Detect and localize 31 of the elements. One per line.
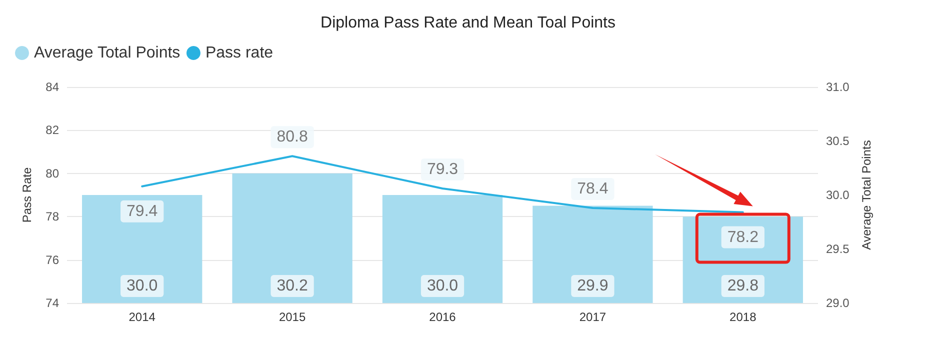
y-tick-label: 74	[46, 296, 60, 310]
data-label: 79.4	[126, 202, 158, 220]
x-tick-label: 2015	[278, 310, 306, 324]
data-label: 29.9	[577, 278, 608, 294]
chart-title: Diploma Pass Rate and Mean Toal Points	[320, 14, 616, 32]
y-tick-label: 80	[46, 166, 60, 180]
y-tick-label: 84	[46, 80, 60, 94]
y2-tick-label: 29.0	[826, 296, 850, 310]
x-tick-label: 2018	[730, 310, 757, 324]
y-tick-label: 78	[46, 210, 60, 224]
data-label: 30.0	[126, 278, 158, 294]
y2-axis-title: Average Total Points	[859, 140, 874, 250]
data-label: 30.0	[426, 278, 458, 294]
y-axis-title: Pass Rate	[20, 166, 34, 223]
y2-tick-label: 30.0	[826, 188, 850, 202]
x-tick-label: 2014	[128, 310, 156, 324]
y2-tick-label: 31.0	[826, 80, 850, 94]
y-tick-label: 76	[46, 252, 60, 267]
y-tick-label: 82	[46, 123, 60, 138]
legend-label: Pass rate	[205, 44, 274, 62]
y2-tick-label: 29.5	[826, 242, 850, 256]
y2-tick-label: 30.5	[826, 134, 850, 148]
data-label: 78.4	[577, 180, 608, 198]
legend-label: Average Total Points	[34, 44, 180, 62]
x-tick-label: 2017	[579, 310, 606, 324]
x-tick-label: 2016	[429, 310, 456, 324]
data-label: 78.2	[727, 228, 759, 246]
data-label: 30.2	[276, 278, 308, 294]
data-label: 79.3	[426, 161, 458, 178]
data-label: 80.8	[276, 128, 308, 146]
data-label: 29.8	[727, 278, 759, 294]
